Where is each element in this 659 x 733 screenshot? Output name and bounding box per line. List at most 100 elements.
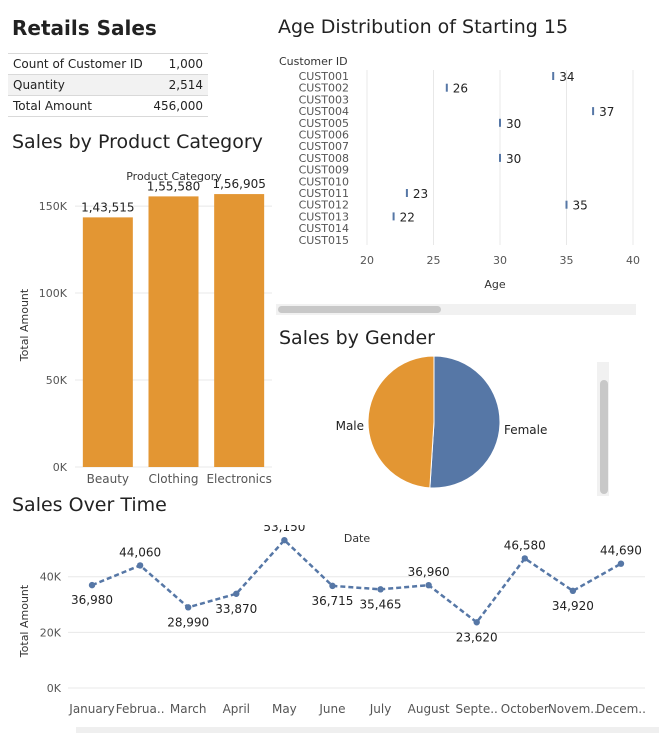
category-header: Product Category: [126, 170, 222, 183]
bottom-scrollbar[interactable]: [76, 727, 659, 733]
time-data-label: 44,690: [600, 544, 642, 558]
gender-chart-scroll-thumb[interactable]: [600, 380, 608, 494]
age-chart: Customer ID 20 25 30 35 40 Age CUST001 34 CUST002…: [279, 55, 640, 291]
time-point: [88, 581, 96, 589]
time-point: [233, 590, 240, 597]
kpi-label: Quantity: [8, 74, 149, 96]
age-y-tick-label: CUST001: [299, 70, 349, 83]
gender-chart: Female Male: [336, 355, 547, 489]
category-x-tick-label: Clothing: [149, 472, 199, 486]
time-point: [569, 587, 577, 595]
time-data-label: 44,060: [119, 545, 161, 559]
category-data-label: 1,43,515: [81, 200, 134, 214]
time-point: [377, 586, 384, 593]
pie-slice-label: Female: [504, 423, 547, 437]
age-y-tick-label: CUST009: [299, 164, 349, 177]
age-y-axis-label: Customer ID: [279, 55, 348, 68]
time-series-line: [91, 538, 622, 625]
category-bar: [148, 196, 199, 468]
category-data-label: 1,56,905: [212, 177, 265, 191]
category-x-tick-label: Beauty: [87, 472, 129, 486]
kpi-value: 1,000: [148, 53, 208, 75]
pie-slice: [367, 355, 435, 489]
age-y-tick-label: CUST002: [299, 82, 349, 95]
pie-slice: [429, 355, 501, 489]
age-y-tick-label: CUST015: [299, 234, 349, 247]
time-x-tick-label: January: [68, 702, 115, 716]
age-data-label: 30: [506, 117, 521, 131]
kpi-label: Total Amount: [8, 95, 149, 117]
age-y-tick-label: CUST014: [299, 222, 349, 235]
category-chart: Product Category Total Amount 0K 50K 100K 150…: [18, 170, 272, 486]
time-data-label: 36,960: [408, 565, 450, 579]
age-data-label: 37: [599, 105, 614, 119]
age-y-tick-label: CUST004: [299, 105, 349, 118]
category-y-tick-label: 0K: [53, 461, 68, 474]
age-x-axis-label: Age: [484, 278, 506, 291]
time-data-label: 36,715: [311, 594, 353, 608]
age-data-label: 34: [559, 70, 574, 84]
age-y-tick-label: CUST013: [299, 210, 349, 223]
age-y-tick-label: CUST007: [299, 140, 349, 153]
time-point: [617, 560, 625, 567]
gender-chart-title: Sales by Gender: [279, 327, 435, 349]
time-data-label: 35,465: [360, 597, 402, 611]
time-data-label: 46,580: [504, 538, 546, 552]
kpi-row: Count of Customer ID 1,000: [8, 53, 208, 75]
time-point: [473, 619, 480, 626]
age-y-tick-label: CUST006: [299, 129, 349, 142]
kpi-label: Count of Customer ID: [8, 53, 149, 75]
age-chart-horizontal-scrollbar[interactable]: [276, 304, 636, 315]
time-x-tick-label: August: [408, 702, 450, 716]
age-x-tick-label: 40: [626, 254, 640, 267]
time-chart: Date Total Amount 0K 20K 40K 36,980 January 44,…: [18, 525, 646, 716]
time-data-label: 53,150: [263, 525, 305, 534]
age-y-tick-label: CUST012: [299, 199, 349, 212]
time-data-label: 23,620: [456, 630, 498, 644]
time-data-label: 33,870: [215, 602, 257, 616]
time-data-label: 36,980: [71, 593, 113, 607]
age-data-label: 22: [400, 210, 415, 224]
time-x-tick-label: Septe..: [456, 702, 498, 716]
category-y-tick-label: 50K: [46, 374, 68, 387]
category-bar: [82, 217, 133, 467]
age-data-label: 23: [413, 187, 428, 201]
time-data-label: 34,920: [552, 599, 594, 613]
time-header: Date: [344, 532, 371, 545]
category-y-tick-label: 150K: [39, 200, 68, 213]
time-point: [281, 536, 288, 544]
category-y-axis-label: Total Amount: [18, 288, 31, 362]
age-y-tick-label: CUST003: [299, 93, 349, 106]
age-data-label: 26: [453, 82, 468, 96]
time-x-tick-label: Decem..: [596, 702, 646, 716]
age-chart-title: Age Distribution of Starting 15: [278, 16, 569, 38]
kpi-value: 456,000: [148, 95, 208, 117]
kpi-row: Total Amount 456,000: [8, 95, 208, 117]
time-point: [329, 582, 336, 590]
age-y-tick-label: CUST010: [299, 175, 349, 188]
time-x-tick-label: May: [272, 702, 297, 716]
time-point: [185, 604, 192, 611]
age-x-tick-label: 20: [360, 254, 374, 267]
time-data-label: 28,990: [167, 615, 209, 629]
age-y-tick-label: CUST008: [299, 152, 349, 165]
time-x-tick-label: Novem..: [548, 702, 598, 716]
age-y-tick-label: CUST011: [299, 187, 349, 200]
time-x-tick-label: October: [501, 702, 549, 716]
time-x-tick-label: Februa..: [116, 702, 165, 716]
kpi-row: Quantity 2,514: [8, 74, 208, 96]
time-point: [425, 581, 432, 589]
age-y-tick-label: CUST005: [299, 117, 349, 130]
time-point: [521, 555, 528, 562]
age-x-tick-label: 30: [493, 254, 507, 267]
kpi-value: 2,514: [148, 74, 208, 96]
category-data-label: 1,55,580: [147, 179, 200, 193]
time-y-tick-label: 40K: [40, 571, 62, 584]
category-bar: [214, 194, 265, 468]
age-data-label: 35: [573, 199, 588, 213]
age-chart-scroll-thumb[interactable]: [278, 306, 441, 313]
category-chart-title: Sales by Product Category: [12, 131, 263, 153]
category-y-tick-label: 100K: [39, 287, 68, 300]
kpi-table: Count of Customer ID 1,000 Quantity 2,51…: [8, 53, 208, 117]
category-x-tick-label: Electronics: [206, 472, 271, 486]
